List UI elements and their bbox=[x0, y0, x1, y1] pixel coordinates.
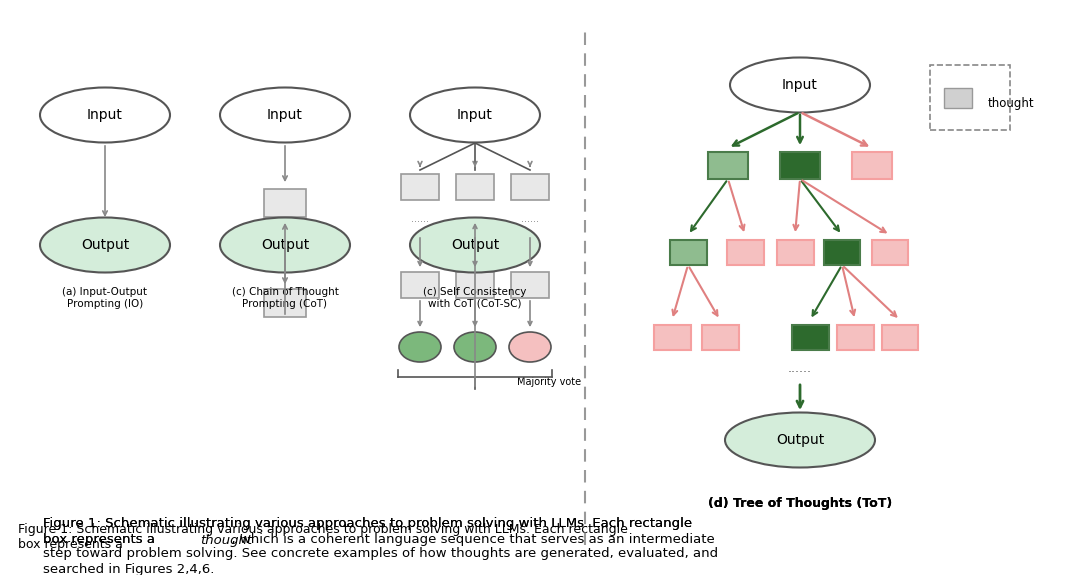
FancyBboxPatch shape bbox=[727, 240, 764, 264]
FancyBboxPatch shape bbox=[511, 272, 549, 298]
Ellipse shape bbox=[410, 217, 540, 273]
Text: Input: Input bbox=[457, 108, 492, 122]
FancyBboxPatch shape bbox=[264, 189, 306, 217]
Ellipse shape bbox=[725, 412, 875, 467]
Text: Output: Output bbox=[261, 238, 309, 252]
Text: (c) Self Consistency
with CoT (CoT-SC): (c) Self Consistency with CoT (CoT-SC) bbox=[423, 287, 527, 309]
Ellipse shape bbox=[730, 58, 870, 113]
FancyBboxPatch shape bbox=[456, 272, 494, 298]
Text: Input: Input bbox=[87, 108, 123, 122]
FancyBboxPatch shape bbox=[670, 240, 706, 264]
Text: ......: ...... bbox=[521, 214, 539, 224]
Text: Input: Input bbox=[267, 108, 302, 122]
FancyBboxPatch shape bbox=[824, 240, 861, 264]
FancyBboxPatch shape bbox=[944, 88, 972, 108]
Ellipse shape bbox=[509, 332, 551, 362]
FancyBboxPatch shape bbox=[837, 324, 874, 350]
Text: Output: Output bbox=[450, 238, 499, 252]
Ellipse shape bbox=[454, 332, 496, 362]
Ellipse shape bbox=[40, 217, 170, 273]
FancyBboxPatch shape bbox=[511, 174, 549, 200]
Text: (d) Tree of Thoughts (ToT): (d) Tree of Thoughts (ToT) bbox=[707, 497, 892, 510]
FancyBboxPatch shape bbox=[777, 240, 813, 264]
FancyBboxPatch shape bbox=[401, 174, 438, 200]
FancyBboxPatch shape bbox=[852, 151, 892, 178]
Text: (a) Input-Output
Prompting (IO): (a) Input-Output Prompting (IO) bbox=[63, 287, 148, 309]
FancyBboxPatch shape bbox=[792, 324, 828, 350]
Text: Input: Input bbox=[782, 78, 818, 92]
Ellipse shape bbox=[220, 87, 350, 143]
Text: ......: ...... bbox=[788, 362, 812, 375]
Text: (c) Chain of Thought
Prompting (CoT): (c) Chain of Thought Prompting (CoT) bbox=[231, 287, 338, 309]
FancyBboxPatch shape bbox=[702, 324, 739, 350]
Text: ......: ...... bbox=[465, 214, 484, 224]
Text: Figure 1: Schematic illustrating various approaches to problem solving with LLMs: Figure 1: Schematic illustrating various… bbox=[43, 518, 718, 575]
Text: thought: thought bbox=[988, 97, 1035, 109]
FancyBboxPatch shape bbox=[780, 151, 820, 178]
Ellipse shape bbox=[399, 332, 441, 362]
FancyBboxPatch shape bbox=[881, 324, 918, 350]
Text: Output: Output bbox=[775, 433, 824, 447]
Text: ......: ...... bbox=[274, 226, 296, 236]
Text: ......: ...... bbox=[411, 214, 429, 224]
FancyBboxPatch shape bbox=[930, 65, 1010, 130]
FancyBboxPatch shape bbox=[401, 272, 438, 298]
Text: thought: thought bbox=[200, 534, 252, 547]
Text: (d) Tree of Thoughts (ToT): (d) Tree of Thoughts (ToT) bbox=[707, 497, 892, 510]
Text: Output: Output bbox=[81, 238, 130, 252]
Ellipse shape bbox=[40, 87, 170, 143]
Text: Majority vote: Majority vote bbox=[517, 377, 581, 387]
Text: Figure 1: Schematic illustrating various approaches to problem solving with LLMs: Figure 1: Schematic illustrating various… bbox=[18, 523, 627, 551]
FancyBboxPatch shape bbox=[872, 240, 908, 264]
Text: Figure 1: Schematic illustrating various approaches to problem solving with LLMs: Figure 1: Schematic illustrating various… bbox=[43, 518, 692, 546]
Ellipse shape bbox=[410, 87, 540, 143]
FancyBboxPatch shape bbox=[456, 174, 494, 200]
FancyBboxPatch shape bbox=[264, 289, 306, 317]
Ellipse shape bbox=[220, 217, 350, 273]
FancyBboxPatch shape bbox=[653, 324, 690, 350]
FancyBboxPatch shape bbox=[708, 151, 748, 178]
